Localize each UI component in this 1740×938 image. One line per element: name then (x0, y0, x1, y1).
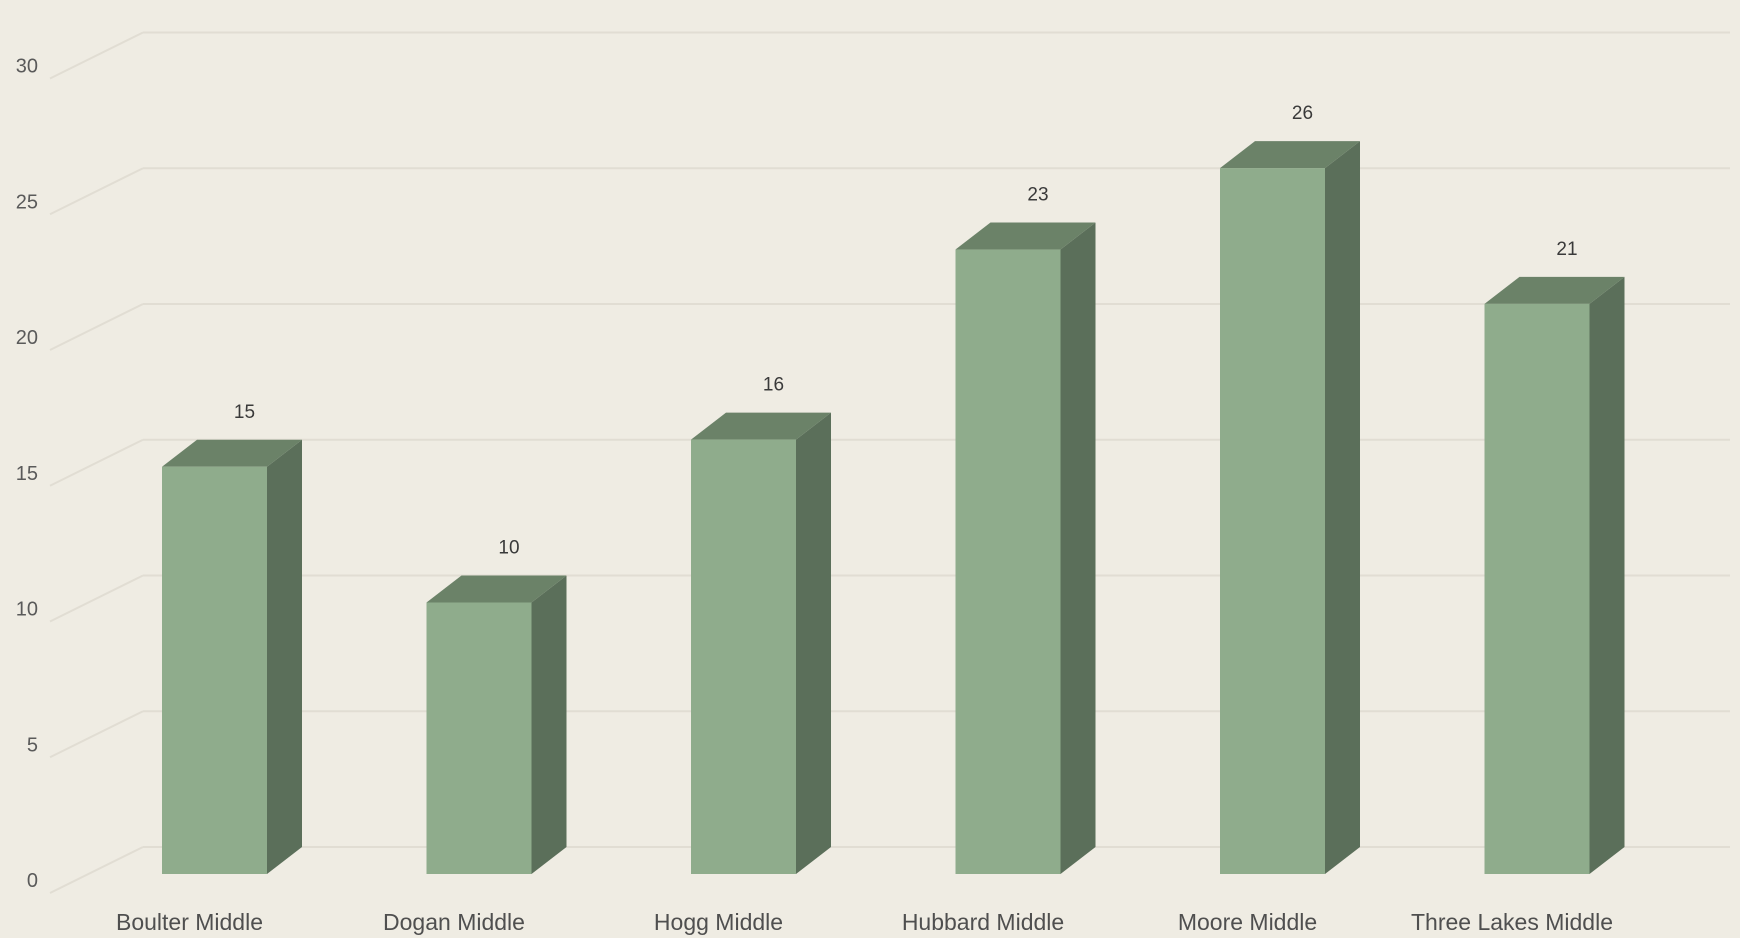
gridline-diagonal (49, 574, 144, 623)
data-labels: 15 10 16 23 26 21 (234, 103, 1578, 558)
y-tick-label: 10 (16, 599, 38, 621)
bar (1220, 141, 1360, 875)
gridline-diagonal (49, 303, 144, 351)
y-tick-label: 25 (16, 191, 38, 213)
x-category-label: Hogg Middle (654, 909, 783, 935)
data-label: 10 (498, 538, 519, 559)
data-label: 16 (763, 375, 784, 396)
y-axis-tick-labels: 0 5 10 15 20 25 30 (16, 56, 38, 893)
x-category-label: Hubbard Middle (902, 909, 1064, 935)
grid-lines (49, 31, 1730, 894)
y-tick-label: 0 (27, 870, 38, 892)
bar-side-face (267, 439, 302, 874)
gridline-diagonal (49, 846, 144, 894)
gridline-diagonal (49, 438, 144, 487)
y-tick-label: 5 (27, 734, 38, 756)
x-axis-category-labels: Boulter Middle Dogan Middle Hogg Middle Hub… (116, 909, 1613, 935)
bar-top-face (426, 575, 567, 603)
data-label: 26 (1292, 103, 1313, 124)
bar-top-face (162, 439, 302, 467)
bar-top-face (691, 412, 831, 440)
bar-side-face (796, 412, 831, 874)
bar-side-face (531, 575, 567, 874)
y-tick-label: 30 (16, 56, 38, 78)
x-category-label: Moore Middle (1178, 909, 1317, 935)
bar-front-face (1220, 168, 1325, 875)
bar-side-face (1060, 222, 1096, 875)
bar-side-face (1589, 276, 1625, 875)
x-category-label: Boulter Middle (116, 909, 263, 935)
bar-front-face (691, 439, 796, 874)
bar (426, 575, 567, 874)
y-tick-label: 20 (16, 327, 38, 349)
bar-front-face (955, 249, 1061, 875)
bar-front-face (426, 602, 532, 874)
gridline-diagonal (49, 31, 144, 80)
x-category-label: Dogan Middle (383, 909, 525, 935)
bars (162, 141, 1625, 875)
bar (162, 439, 302, 874)
y-tick-label: 15 (16, 463, 38, 485)
gridline-diagonal (49, 710, 144, 759)
x-category-label: Three Lakes Middle (1411, 909, 1613, 935)
data-label: 23 (1027, 185, 1048, 206)
data-label: 21 (1556, 239, 1577, 260)
bar-top-face (1220, 141, 1360, 169)
bar-front-face (1484, 303, 1590, 875)
bar-top-face (1484, 276, 1625, 304)
bar-front-face (162, 466, 267, 874)
bar (1484, 276, 1625, 875)
data-label: 15 (234, 402, 255, 423)
gridline-diagonal (49, 167, 144, 216)
bar-side-face (1325, 141, 1360, 875)
bar (955, 222, 1096, 875)
bar-top-face (955, 222, 1096, 250)
bar (691, 412, 831, 874)
